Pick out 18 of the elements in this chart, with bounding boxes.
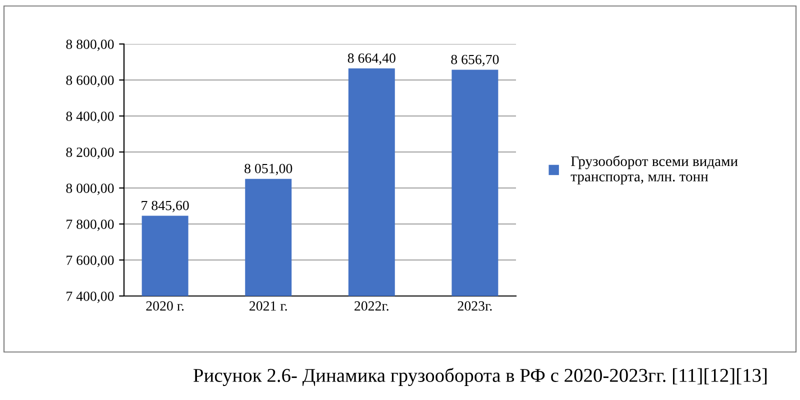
data-label: 8 656,70 bbox=[451, 54, 499, 66]
y-tick-label: 7 400,00 bbox=[66, 292, 114, 303]
x-tick-label: 2022г. bbox=[354, 301, 388, 311]
x-tick-label: 2023г. bbox=[458, 301, 492, 311]
y-tick-label: 7 600,00 bbox=[66, 256, 114, 267]
y-tick-label: 8 800,00 bbox=[66, 40, 114, 51]
y-tick-label: 8 400,00 bbox=[66, 112, 114, 123]
y-tick-label: 8 000,00 bbox=[66, 184, 114, 195]
x-tick-label: 2020 г. bbox=[146, 301, 184, 311]
y-tick-label: 7 800,00 bbox=[66, 220, 114, 231]
data-label: 8 664,40 bbox=[348, 53, 396, 65]
text: Рисунок 2.6- Динамика грузооборота в РФ с 2020-2023гг. [11][12][13] bbox=[194, 368, 767, 386]
y-tick-label: 8 200,00 bbox=[66, 148, 114, 159]
data-label: 8 051,00 bbox=[244, 164, 292, 176]
legend-label: Грузооборот всеми видами транспорта, млн. тонн bbox=[570, 156, 738, 184]
y-tick-label: 8 600,00 bbox=[66, 76, 114, 87]
x-tick-label: 2021 г. bbox=[250, 301, 287, 311]
data-label: 7 845,60 bbox=[142, 200, 189, 212]
